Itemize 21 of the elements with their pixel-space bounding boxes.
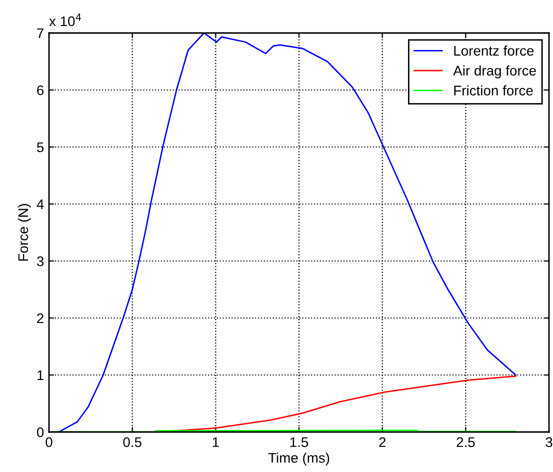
y-tick-label: 0 bbox=[36, 427, 44, 438]
x-tick-label: 3 bbox=[546, 437, 552, 448]
y-tick-label: 7 bbox=[37, 28, 44, 38]
x-tick-label: 1.5 bbox=[290, 437, 308, 448]
x-tick-label: 0 bbox=[46, 437, 52, 448]
y-tick-label: 6 bbox=[37, 85, 44, 96]
y-tick-label: 4 bbox=[36, 199, 44, 210]
legend-label: Lorentz force bbox=[454, 46, 534, 56]
x-tick-label: 1 bbox=[212, 437, 219, 447]
y-tick-label: 5 bbox=[36, 142, 44, 152]
y-tick-label: 3 bbox=[36, 256, 44, 266]
y-tick-label: 1 bbox=[37, 370, 44, 380]
x-tick-label: 0.5 bbox=[123, 437, 142, 448]
x-axis-title: Time (ms) bbox=[268, 452, 330, 466]
y-tick-label: 2 bbox=[37, 313, 44, 324]
x-tick-label: 2.5 bbox=[456, 437, 475, 448]
legend-label: Air drag force bbox=[453, 65, 536, 78]
text: x 10$^{4}$ bbox=[49, 14, 82, 26]
legend-label: Friction force bbox=[454, 85, 533, 96]
x-tick-label: 2 bbox=[379, 437, 386, 447]
y-axis-title: Force (N) bbox=[18, 204, 31, 261]
